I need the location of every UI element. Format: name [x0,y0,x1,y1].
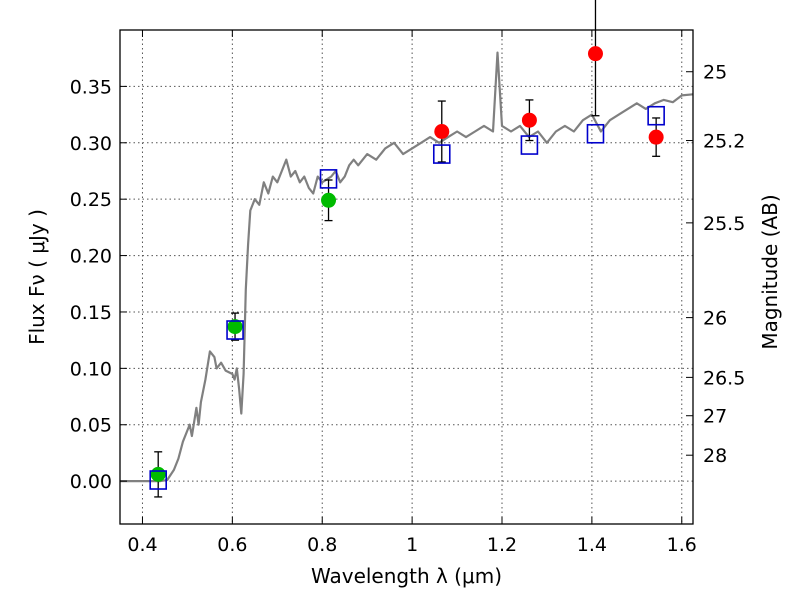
model-photometry-square [647,105,665,126]
model-photometry-square [226,320,244,340]
x-tick-label: 0.4 [127,534,157,556]
y-tick-label: 0.20 [70,246,112,268]
y2-tick-label: 25 [703,62,727,84]
y2-tick-label: 27 [703,406,727,428]
red-data-point [521,112,537,128]
x-tick-label: 1 [406,534,418,556]
model-spectrum-line [120,51,694,483]
y2-tick-label: 28 [703,445,727,467]
grid-lines [120,30,693,524]
x-axis-label: Wavelength λ (μm) [311,564,502,588]
y-tick-label: 0.30 [70,133,112,155]
y2-tick-label: 26.5 [703,367,745,389]
model-photometry-square [520,135,539,155]
model-photometry-square [319,169,338,189]
model-photometry-square [586,123,605,144]
model-photometry-square [432,144,451,164]
green-data-point [227,319,243,335]
model-spectrum [120,51,694,483]
x-tick-label: 0.6 [217,534,247,556]
y2-tick-label: 25.5 [703,213,745,235]
y2-tick-label: 26 [703,308,727,330]
y-tick-label: 0.25 [70,189,112,211]
model-photometry-square [149,470,167,490]
y-tick-label: 0.35 [70,76,112,98]
y-tick-label: 0.00 [70,471,112,493]
y-tick-label: 0.15 [70,302,112,324]
y2-axis-label: Magnitude (AB) [758,194,782,349]
y-axis-label: Flux Fν ( μJy ) [25,209,49,345]
x-tick-label: 1.6 [667,534,697,556]
x-tick-label: 0.8 [307,534,337,556]
x-tick-label: 1.4 [577,534,607,556]
red-data-point [648,129,664,145]
y-tick-label: 0.10 [70,358,112,380]
data-markers [149,0,665,498]
y-tick-label: 0.05 [70,415,112,437]
red-data-point [587,46,603,62]
plot-frame [119,29,694,525]
green-data-point [321,192,337,208]
x-tick-label: 1.2 [487,534,517,556]
axis-ticks: 0.4 0.6 0.8 1 1.2 1.4 1.6 0.00 0.05 0.10 0.15 0.20 0… [70,30,745,556]
red-data-point [434,124,450,140]
green-data-point [150,466,166,482]
y2-tick-label: 25.2 [703,131,745,153]
